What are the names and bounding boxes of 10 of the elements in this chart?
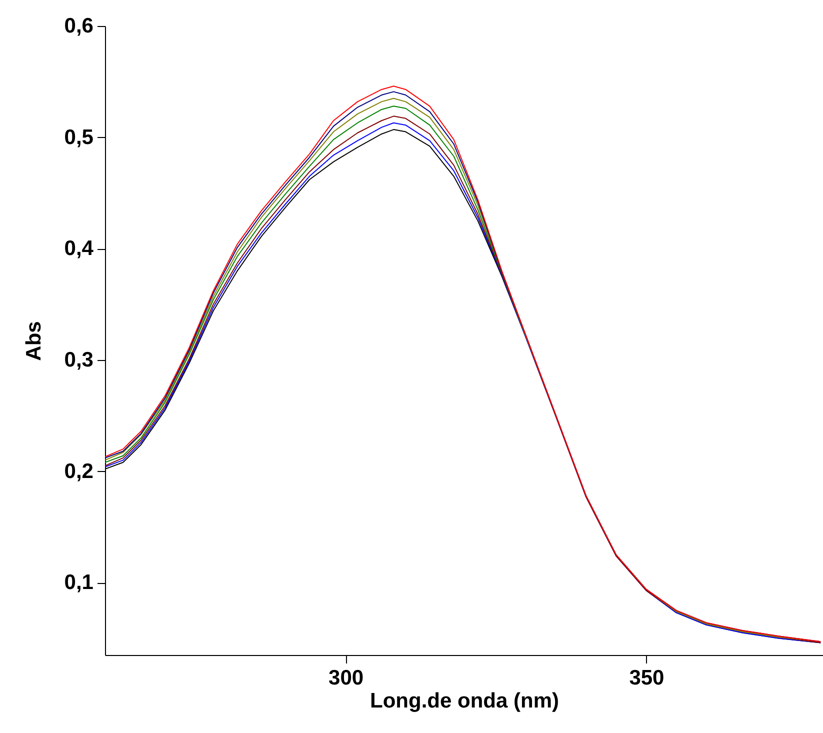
y-tick-label: 0,6 xyxy=(64,14,94,38)
y-tick-label: 0,4 xyxy=(64,237,94,260)
y-tick-label: 0,5 xyxy=(64,126,94,149)
x-tick-label: 300 xyxy=(328,666,364,690)
x-tick-label: 350 xyxy=(629,666,664,690)
y-tick-label: 0,1 xyxy=(64,571,94,594)
y-tick-label: 0,2 xyxy=(64,460,94,483)
x-axis-title: Long.de onda (nm) xyxy=(370,690,559,712)
y-axis-title: Abs xyxy=(22,321,46,361)
y-tick-label: 0,3 xyxy=(64,348,94,372)
